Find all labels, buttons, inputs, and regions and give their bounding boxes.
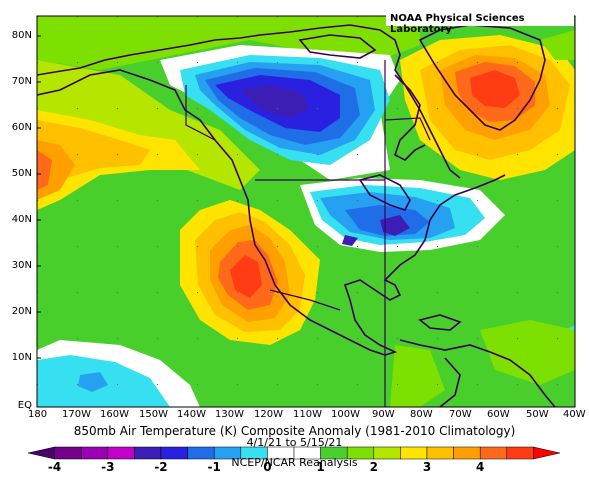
lat-label: 10N xyxy=(11,352,32,363)
lon-label: 130W xyxy=(215,409,244,420)
lon-label: 40W xyxy=(563,409,586,420)
lon-label: 180 xyxy=(28,409,48,420)
colorbar-label: -2 xyxy=(154,460,168,474)
colorbar-label: 3 xyxy=(422,460,432,474)
colorbar-label: 2 xyxy=(369,460,378,474)
caption-dates: 4/1/21 to 5/15/21 xyxy=(246,436,343,449)
lat-label: 20N xyxy=(11,306,32,317)
lon-label: 80W xyxy=(410,409,433,420)
colorbar-label: -1 xyxy=(207,460,221,474)
axis-ticks xyxy=(37,35,41,359)
lon-label: 90W xyxy=(372,409,395,420)
colorbar-label: 4 xyxy=(476,460,485,474)
lon-label: 110W xyxy=(293,409,322,420)
lon-label: 100W xyxy=(331,409,360,420)
colorbar-label: 1 xyxy=(316,460,325,474)
lon-label: 70W xyxy=(449,409,472,420)
caption-title: 850mb Air Temperature (K) Composite Anom… xyxy=(73,424,516,438)
colorbar xyxy=(27,446,561,460)
boundaries xyxy=(185,60,431,407)
lon-label: 120W xyxy=(254,409,283,420)
lab-name: NOAA Physical Sciences Laboratory xyxy=(390,13,525,35)
lat-label: 30N xyxy=(11,260,32,271)
lat-label: EQ xyxy=(17,400,32,411)
map-field xyxy=(37,16,575,407)
lon-label: 150W xyxy=(139,409,168,420)
lat-label: 60N xyxy=(11,122,32,133)
colorbar-label: -3 xyxy=(101,460,115,474)
lat-label: 70N xyxy=(11,76,32,87)
colorbar-label: -4 xyxy=(47,460,62,474)
lat-label: 40N xyxy=(11,214,32,225)
lon-label: 170W xyxy=(62,409,91,420)
lon-label: 140W xyxy=(177,409,206,420)
lat-label: 50N xyxy=(11,168,32,179)
lon-label: 60W xyxy=(487,409,510,420)
lon-label: 50W xyxy=(526,409,549,420)
lon-label: 160W xyxy=(100,409,129,420)
colorbar-label: 0 xyxy=(263,460,272,474)
lat-label: 80N xyxy=(11,30,32,41)
colorbar-swatch xyxy=(533,446,561,460)
caption-source: NCEP/NCAR Reanalysis xyxy=(231,456,358,469)
